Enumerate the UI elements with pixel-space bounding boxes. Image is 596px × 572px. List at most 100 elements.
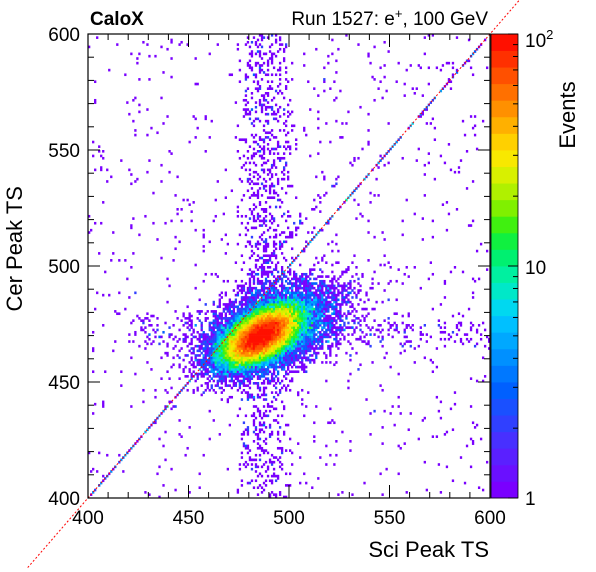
heatmap-bin (293, 221, 296, 225)
heatmap-bin (401, 233, 404, 237)
heatmap-bin (262, 354, 266, 357)
heatmap-bin (475, 147, 479, 151)
heatmap-bin (268, 379, 272, 383)
heatmap-bin (264, 342, 268, 346)
heatmap-bin (266, 291, 270, 295)
heatmap-bin (311, 321, 314, 325)
heatmap-bin (242, 349, 246, 353)
heatmap-bin (315, 296, 318, 299)
heatmap-bin (278, 198, 282, 202)
heatmap-bin (254, 152, 258, 155)
heatmap-bin (435, 347, 439, 350)
heatmap-bin (240, 451, 244, 455)
heatmap-bin (369, 433, 372, 436)
heatmap-bin (252, 191, 256, 195)
heatmap-bin (162, 484, 165, 487)
heatmap-bin (252, 440, 256, 443)
heatmap-bin (110, 470, 113, 473)
heatmap-bin (268, 177, 272, 181)
heatmap-bin (160, 45, 163, 49)
heatmap-bin (246, 451, 250, 455)
heatmap-bin (291, 358, 294, 362)
heatmap-bin (309, 289, 312, 292)
heatmap-bin (174, 310, 177, 313)
heatmap-bin (327, 328, 330, 332)
heatmap-bin (313, 312, 316, 316)
heatmap-bin (449, 270, 453, 274)
heatmap-bin (222, 388, 225, 392)
heatmap-bin (266, 354, 270, 357)
heatmap-bin (299, 365, 302, 369)
heatmap-bin (309, 268, 312, 271)
heatmap-bin (395, 326, 398, 329)
heatmap-bin (248, 256, 252, 260)
heatmap-bin (252, 217, 256, 220)
heatmap-bin (264, 370, 268, 374)
heatmap-bin (383, 40, 386, 44)
heatmap-bin (311, 324, 314, 327)
heatmap-bin (293, 354, 296, 357)
heatmap-bin (246, 321, 250, 325)
heatmap-bin (313, 440, 316, 443)
heatmap-bin (357, 282, 360, 285)
heatmap-bin (142, 328, 145, 332)
heatmap-bin (272, 395, 276, 399)
heatmap-bin (429, 358, 433, 362)
heatmap-bin (222, 372, 225, 376)
heatmap-bin (262, 372, 266, 376)
heatmap-bin (276, 291, 280, 295)
heatmap-bin (218, 326, 221, 329)
heatmap-bin (381, 328, 384, 332)
heatmap-bin (307, 347, 310, 350)
heatmap-bin (280, 368, 284, 371)
heatmap-bin (174, 194, 177, 197)
heatmap-bin (228, 324, 232, 327)
heatmap-bin (242, 108, 246, 111)
heatmap-bin (299, 310, 302, 313)
heatmap-bin (192, 361, 195, 364)
heatmap-bin (291, 124, 294, 128)
heatmap-bin (270, 375, 274, 378)
heatmap-bin (238, 379, 242, 383)
heatmap-bin (319, 303, 322, 306)
heatmap-bin (405, 68, 408, 72)
heatmap-bin (319, 314, 322, 318)
heatmap-bin (337, 175, 340, 179)
heatmap-bin (196, 377, 199, 380)
heatmap-bin (254, 330, 258, 334)
heatmap-bin (286, 344, 290, 348)
heatmap-bin (435, 435, 439, 438)
heatmap-bin (423, 36, 426, 39)
heatmap-bin (258, 34, 262, 37)
heatmap-bin (174, 488, 177, 492)
heatmap-bin (262, 138, 266, 142)
heatmap-bin (246, 358, 250, 362)
heatmap-bin (347, 298, 350, 302)
heatmap-bin (323, 254, 326, 258)
heatmap-bin (327, 307, 330, 311)
heatmap-bin (264, 437, 268, 441)
heatmap-bin (284, 495, 288, 499)
heatmap-bin (244, 428, 248, 432)
heatmap-bin (236, 307, 240, 311)
heatmap-bin (299, 342, 302, 346)
heatmap-bin (214, 319, 217, 322)
heatmap-bin (387, 282, 390, 285)
heatmap-bin (218, 377, 221, 380)
heatmap-bin (445, 82, 449, 86)
heatmap-bin (286, 175, 290, 179)
heatmap-bin (240, 347, 244, 350)
heatmap-bin (305, 349, 308, 353)
heatmap-bin (276, 340, 280, 343)
heatmap-bin (266, 324, 270, 327)
heatmap-bin (214, 314, 217, 318)
heatmap-bin (268, 296, 272, 299)
heatmap-bin (252, 317, 256, 320)
heatmap-bin (293, 305, 296, 309)
heatmap-bin (264, 108, 268, 111)
heatmap-bin (345, 314, 348, 318)
heatmap-bin (240, 372, 244, 376)
heatmap-bin (256, 189, 260, 193)
